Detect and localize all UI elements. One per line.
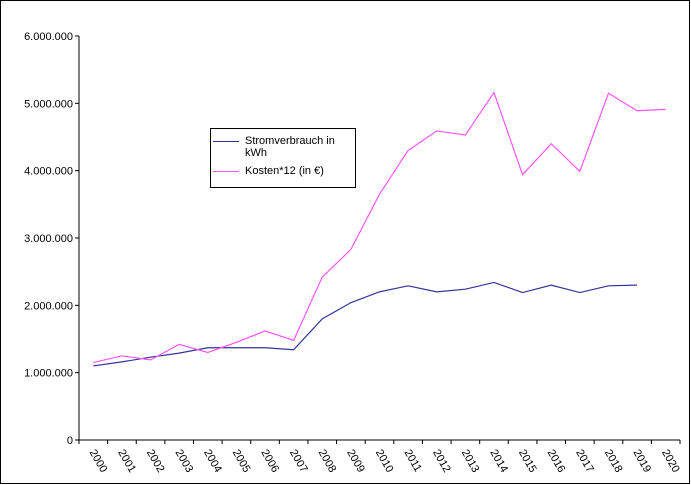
x-tick-label: 2005 (230, 448, 253, 475)
y-tick-label: 3.000.000 (24, 233, 73, 245)
x-tick-label: 2012 (430, 448, 453, 475)
series-line (93, 281, 638, 367)
x-tick-label: 2010 (373, 448, 396, 475)
x-tick-label: 2011 (402, 448, 424, 474)
legend: Stromverbrauch in kWh Kosten*12 (in €) (210, 128, 356, 188)
legend-label: Stromverbrauch in kWh (245, 135, 335, 159)
x-tick-label: 2020 (659, 448, 682, 475)
y-tick-label: 0 (67, 435, 73, 447)
y-tick-label: 1.000.000 (24, 368, 73, 380)
x-tick-label: 2002 (144, 448, 167, 475)
x-tick-label: 2003 (173, 448, 196, 475)
x-tick-label: 2001 (115, 448, 138, 475)
x-tick-label: 2018 (602, 448, 625, 475)
x-tick-label: 2019 (630, 448, 653, 475)
x-tick-label: 2015 (516, 448, 539, 475)
x-tick-label: 2007 (287, 448, 310, 475)
x-tick-label: 2004 (201, 448, 224, 475)
x-tick-label: 2006 (258, 448, 281, 475)
x-tick-label: 2009 (344, 448, 367, 475)
legend-swatch (213, 141, 239, 142)
y-tick-label: 2.000.000 (24, 300, 73, 312)
x-tick-label: 2008 (316, 448, 339, 475)
series-line (93, 91, 666, 364)
x-tick-label: 2000 (87, 448, 110, 475)
x-tick-label: 2016 (545, 448, 568, 475)
y-tick-label: 6.000.000 (24, 31, 73, 43)
y-tick-label: 4.000.000 (24, 166, 73, 178)
legend-item: Kosten*12 (in €) (213, 165, 353, 177)
legend-label: Kosten*12 (in €) (245, 165, 324, 177)
y-tick-label: 5.000.000 (24, 98, 73, 110)
x-tick-label: 2014 (487, 448, 510, 475)
legend-swatch (213, 171, 239, 172)
x-tick-label: 2017 (573, 448, 596, 475)
x-tick-label: 2013 (459, 448, 482, 475)
legend-item: Stromverbrauch in kWh (213, 135, 353, 159)
